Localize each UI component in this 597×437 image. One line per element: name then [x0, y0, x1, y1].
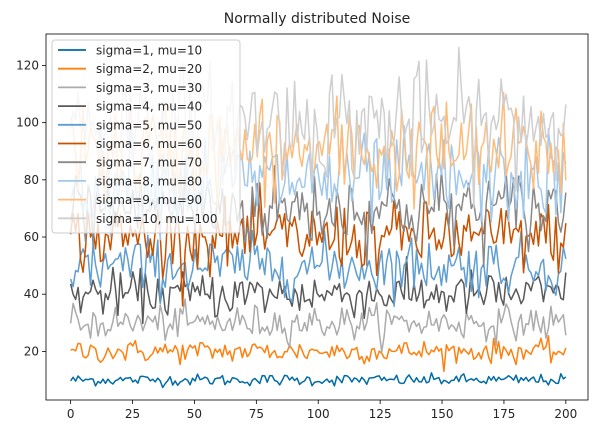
series-line-4	[69, 255, 567, 325]
y-tick-label: 40	[24, 287, 39, 301]
x-tick-label: 125	[369, 407, 392, 421]
axes-frame	[45, 33, 589, 401]
x-tick-label: 150	[431, 407, 454, 421]
x-tick-label: 175	[492, 407, 515, 421]
legend-label: sigma=1, mu=10	[96, 44, 202, 58]
x-tick-label: 25	[125, 407, 140, 421]
x-tick-label: 75	[249, 407, 264, 421]
series-line-1	[70, 372, 567, 389]
legend-label: sigma=3, mu=30	[96, 81, 202, 95]
x-tick-label: 0	[67, 407, 75, 421]
chart-title: Normally distributed Noise	[224, 11, 411, 27]
legend-label: sigma=6, mu=60	[96, 137, 202, 151]
x-tick-label: 50	[187, 407, 202, 421]
legend-label: sigma=5, mu=50	[96, 118, 202, 132]
x-tick-label: 200	[554, 407, 577, 421]
y-tick-label: 20	[24, 344, 39, 358]
y-tick-label: 80	[24, 173, 39, 187]
series-line-6	[69, 182, 567, 307]
y-tick-label: 60	[24, 230, 39, 244]
legend-label: sigma=2, mu=20	[96, 62, 202, 76]
legend-label: sigma=7, mu=70	[96, 156, 202, 170]
legend-box	[51, 39, 241, 234]
legend-label: sigma=10, mu=100	[96, 212, 217, 226]
series-line-2	[70, 335, 567, 373]
legend-label: sigma=9, mu=90	[96, 193, 202, 207]
x-tick-label: 100	[307, 407, 330, 421]
series-line-3	[69, 298, 567, 353]
y-tick-label: 120	[16, 58, 39, 72]
legend-label: sigma=4, mu=40	[96, 100, 202, 114]
axes-layer: 0 25 50 75 100 125 150 175 200 20 40 60 80 100 120	[16, 33, 589, 421]
legend-label: sigma=8, mu=80	[96, 174, 202, 188]
legend: sigma=1, mu=10 sigma=2, mu=20 sigma=3, mu=…	[51, 39, 241, 234]
y-tick-label: 100	[16, 116, 39, 130]
